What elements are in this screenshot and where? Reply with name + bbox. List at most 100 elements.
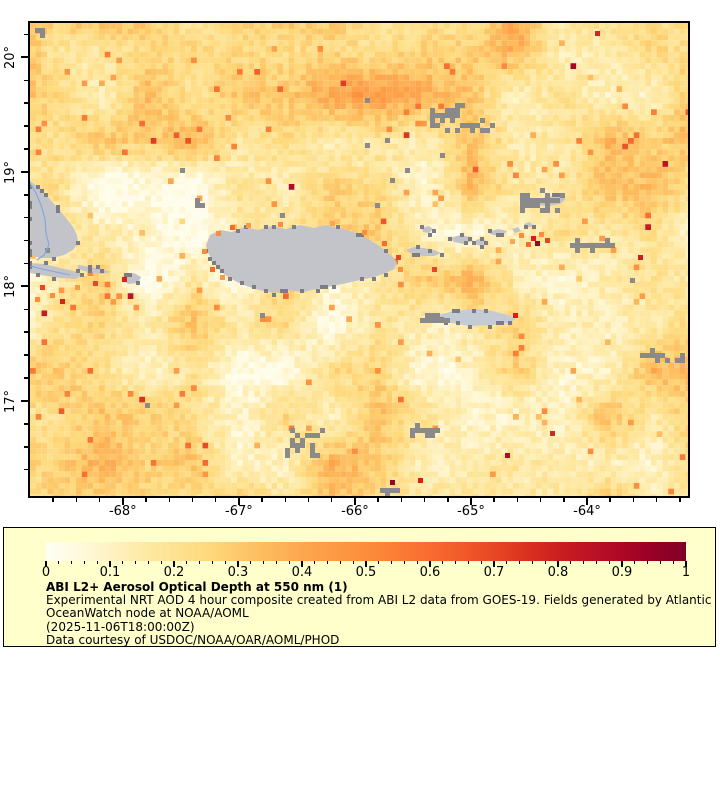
y-axis-minor-tick xyxy=(24,446,28,448)
colorbar-tick xyxy=(301,561,303,567)
colorbar-minor-tick xyxy=(327,561,329,564)
x-axis-tick-label: -65° xyxy=(457,504,485,519)
legend-box: 0 0.1 0.2 0.3 0.4 0.5 0.6 0.7 0.8 0.9 1 ABI L2+ Ae… xyxy=(3,527,716,647)
x-axis-tick xyxy=(121,498,124,505)
x-axis-tick-label: -66° xyxy=(341,504,369,519)
colorbar-tick xyxy=(365,561,367,567)
x-axis-minor-tick xyxy=(679,498,681,502)
y-axis-tick xyxy=(21,170,28,173)
y-axis-minor-tick xyxy=(24,377,28,379)
colorbar-minor-tick xyxy=(647,561,649,564)
colorbar-minor-tick xyxy=(595,561,597,564)
colorbar-tick xyxy=(173,561,175,567)
colorbar-minor-tick xyxy=(544,561,546,564)
colorbar-tick xyxy=(685,561,687,567)
x-axis-minor-tick xyxy=(516,498,519,502)
y-axis-tick xyxy=(21,56,28,59)
colorbar-minor-tick xyxy=(634,561,636,564)
colorbar-minor-tick xyxy=(263,561,265,564)
colorbar-minor-tick xyxy=(96,561,98,564)
x-axis-minor-tick xyxy=(214,498,217,502)
colorbar-tick xyxy=(109,561,111,567)
colorbar-tick-label: 0.8 xyxy=(547,565,569,580)
y-axis-minor-tick xyxy=(24,423,28,425)
colorbar-tick xyxy=(45,561,47,567)
legend-description-line: Experimental NRT AOD 4 hour composite cr… xyxy=(46,593,712,608)
colorbar-tick xyxy=(237,561,239,567)
x-axis-minor-tick xyxy=(447,498,449,502)
x-axis-tick-label: -67° xyxy=(225,504,253,519)
y-axis-minor-tick xyxy=(24,308,28,311)
colorbar-minor-tick xyxy=(531,561,533,564)
x-axis-minor-tick xyxy=(563,498,565,502)
x-axis-tick-label: -64° xyxy=(573,504,601,519)
x-axis-minor-tick xyxy=(539,498,542,502)
colorbar-minor-tick xyxy=(659,561,661,564)
legend-caption: ABI L2+ Aerosol Optical Depth at 550 nm … xyxy=(46,580,712,647)
y-axis-tick-label: 19° xyxy=(3,160,18,184)
y-axis-minor-tick xyxy=(24,239,28,242)
legend-courtesy-line: Data courtesy of USDOC/NOAA/OAR/AOML/PHO… xyxy=(46,632,340,647)
x-axis-minor-tick xyxy=(98,498,101,502)
x-axis-minor-tick xyxy=(191,498,194,502)
colorbar-minor-tick xyxy=(608,561,610,564)
colorbar-tick-label: 0.2 xyxy=(163,565,185,580)
colorbar-minor-tick xyxy=(83,561,85,564)
colorbar-minor-tick xyxy=(314,561,316,564)
colorbar-tick xyxy=(557,561,559,567)
colorbar-tick-label: 0.4 xyxy=(291,565,313,580)
x-axis-minor-tick xyxy=(307,498,310,502)
colorbar-minor-tick xyxy=(122,561,124,564)
colorbar-minor-tick xyxy=(416,561,418,564)
colorbar-minor-tick xyxy=(250,561,252,564)
colorbar-minor-tick xyxy=(378,561,380,564)
y-axis-tick-label: 18° xyxy=(3,274,18,298)
colorbar-minor-tick xyxy=(186,561,188,564)
x-axis-minor-tick xyxy=(632,498,635,502)
colorbar-tick-label: 0.9 xyxy=(611,565,633,580)
colorbar-tick-label: 0.6 xyxy=(419,565,441,580)
y-axis-tick-label: 20° xyxy=(3,45,18,69)
colorbar-minor-tick xyxy=(224,561,226,564)
colorbar-tick-label: 0.1 xyxy=(99,565,121,580)
colorbar-gradient xyxy=(46,542,686,561)
x-axis-minor-tick xyxy=(493,498,495,502)
x-axis-minor-tick xyxy=(400,498,403,502)
colorbar-minor-tick xyxy=(135,561,137,564)
x-axis-minor-tick xyxy=(330,498,333,502)
colorbar-minor-tick xyxy=(352,561,354,564)
y-axis-minor-tick xyxy=(24,194,28,196)
colorbar-minor-tick xyxy=(339,561,341,564)
colorbar-tick-label: 0.5 xyxy=(355,565,377,580)
colorbar-tick xyxy=(621,561,623,567)
colorbar-minor-tick xyxy=(211,561,213,564)
y-axis-minor-tick xyxy=(24,331,28,333)
colorbar-tick-label: 0 xyxy=(41,565,51,580)
x-axis-tick xyxy=(586,498,589,505)
y-axis-minor-tick xyxy=(24,262,28,265)
y-axis-minor-tick xyxy=(24,33,28,36)
colorbar-minor-tick xyxy=(480,561,482,564)
y-axis-minor-tick xyxy=(24,216,28,219)
legend-title: ABI L2+ Aerosol Optical Depth at 550 nm … xyxy=(46,580,348,594)
x-axis-minor-tick xyxy=(52,498,54,502)
colorbar-minor-tick xyxy=(275,561,277,564)
map-frame xyxy=(28,21,690,498)
x-axis-minor-tick xyxy=(145,498,147,502)
colorbar-minor-tick xyxy=(583,561,585,564)
y-axis-minor-tick xyxy=(24,125,28,127)
colorbar-minor-tick xyxy=(672,561,674,564)
x-axis-tick xyxy=(469,498,472,505)
colorbar-tick xyxy=(493,561,495,567)
colorbar-minor-tick xyxy=(455,561,457,564)
colorbar-minor-tick xyxy=(570,561,572,564)
colorbar-minor-tick xyxy=(519,561,521,564)
aod-heatmap-canvas xyxy=(30,23,688,496)
x-axis-minor-tick xyxy=(75,498,78,502)
colorbar-minor-tick xyxy=(288,561,290,564)
x-axis-tick-label: -68° xyxy=(108,504,137,519)
x-axis-minor-tick xyxy=(261,498,263,502)
colorbar-minor-tick xyxy=(442,561,444,564)
x-axis-minor-tick xyxy=(377,498,379,502)
